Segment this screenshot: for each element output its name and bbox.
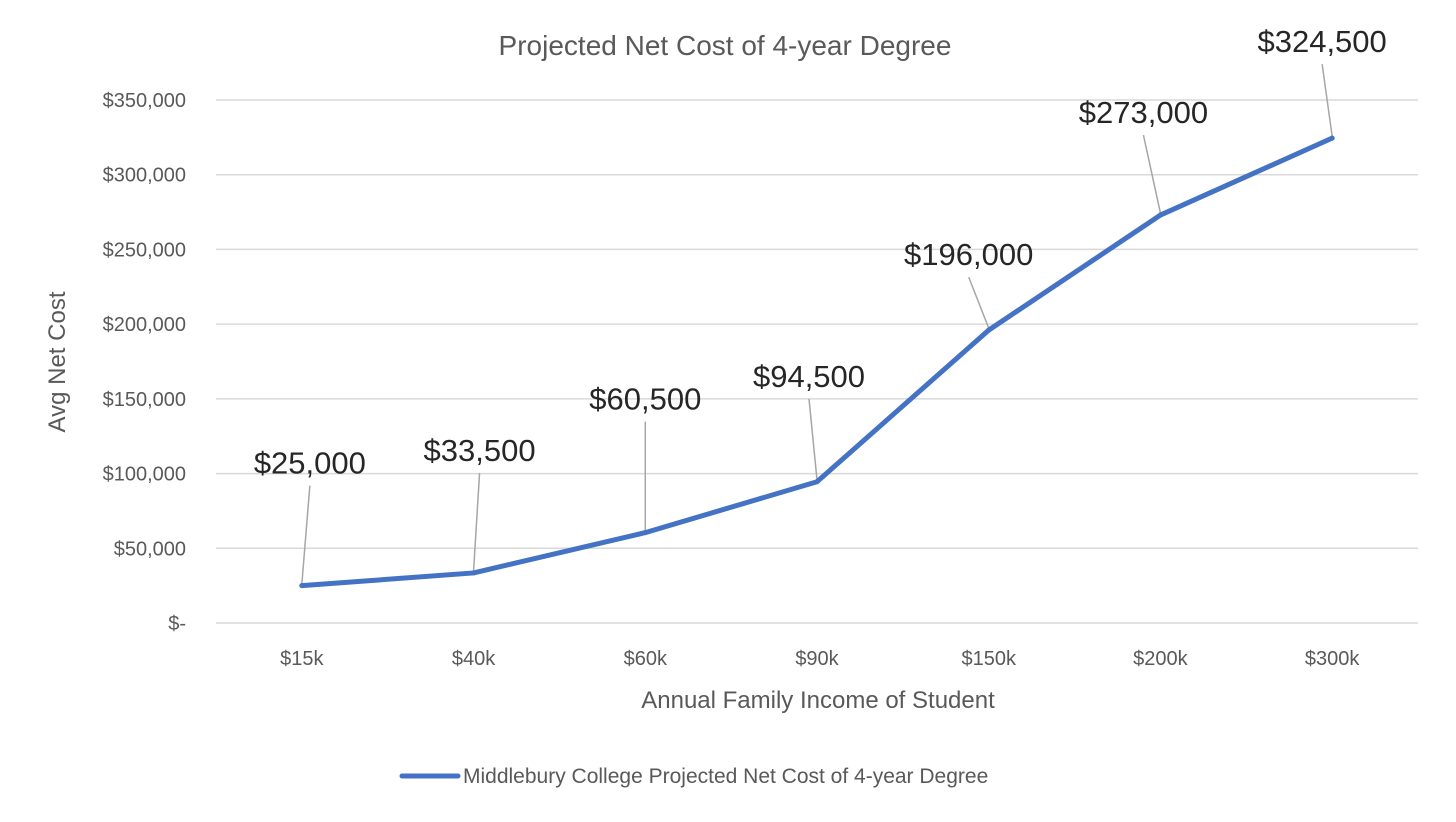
data-label-leaders	[301, 64, 1333, 584]
data-label-leader	[472, 472, 481, 571]
data-label: $324,500	[1257, 24, 1386, 59]
data-point	[814, 479, 820, 485]
y-tick-label: $150,000	[103, 389, 186, 411]
x-tick-label: $300k	[1305, 648, 1360, 670]
data-label-leader	[968, 276, 990, 329]
x-tick-label: $90k	[795, 648, 839, 670]
y-tick-label: $250,000	[103, 239, 186, 261]
y-tick-label: $300,000	[103, 165, 186, 187]
chart-title: Projected Net Cost of 4-year Degree	[499, 30, 952, 61]
y-tick-label: $200,000	[103, 314, 186, 336]
y-tick-label: $100,000	[103, 464, 186, 486]
data-label: $33,500	[424, 433, 536, 468]
y-tick-label: $50,000	[114, 538, 186, 560]
data-label-leader	[301, 485, 311, 584]
y-axis-ticks: $- $50,000 $100,000 $150,000 $200,000 $250,00…	[103, 90, 186, 635]
y-tick-label: $-	[168, 613, 186, 635]
x-tick-label: $60k	[624, 648, 668, 670]
data-label: $273,000	[1079, 95, 1208, 130]
y-axis-title: Avg Net Cost	[44, 291, 71, 432]
data-label: $60,500	[589, 382, 701, 417]
x-tick-label: $200k	[1133, 648, 1188, 670]
x-tick-label: $150k	[961, 648, 1016, 670]
series-lines	[299, 135, 1335, 589]
data-point	[471, 570, 477, 576]
data-label-leader	[808, 398, 818, 480]
x-axis-title: Annual Family Income of Student	[641, 687, 995, 714]
data-point	[642, 530, 648, 536]
legend-label: Middlebury College Projected Net Cost of…	[463, 765, 988, 788]
x-tick-label: $15k	[280, 648, 324, 670]
data-label: $25,000	[254, 446, 366, 481]
data-label-leader	[1142, 134, 1162, 214]
data-point	[299, 583, 305, 589]
data-point	[986, 327, 992, 333]
data-point	[1329, 135, 1335, 141]
data-labels: $25,000 $33,500 $60,500 $94,500 $196,000 $273…	[254, 24, 1387, 481]
data-label: $196,000	[904, 237, 1033, 272]
data-point	[1157, 212, 1163, 218]
x-axis-ticks: $15k $40k $60k $90k $150k $200k $300k	[280, 648, 1360, 670]
x-tick-label: $40k	[452, 648, 496, 670]
y-tick-label: $350,000	[103, 90, 186, 112]
data-label-leader	[1321, 64, 1333, 137]
data-label: $94,500	[753, 359, 865, 394]
legend: Middlebury College Projected Net Cost of…	[399, 765, 988, 788]
